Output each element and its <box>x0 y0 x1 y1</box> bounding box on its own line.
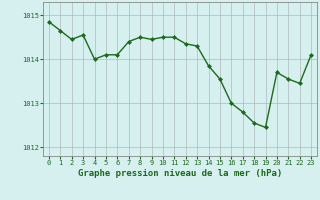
X-axis label: Graphe pression niveau de la mer (hPa): Graphe pression niveau de la mer (hPa) <box>78 169 282 178</box>
